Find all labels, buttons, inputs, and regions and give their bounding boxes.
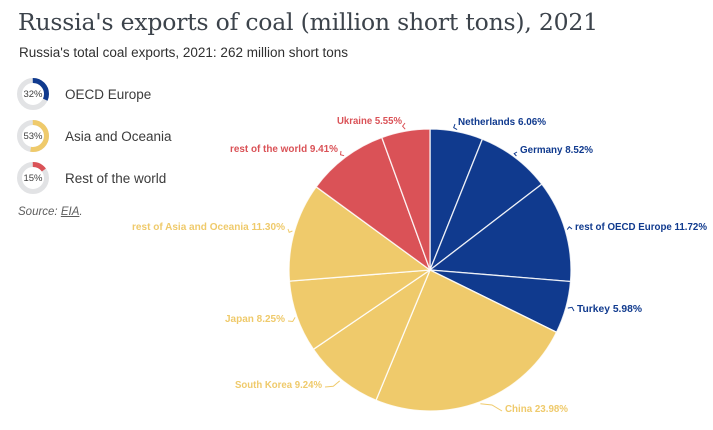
pie-label-leader-line (287, 317, 296, 323)
pie-slice-label-rest-of-oecd-europe: rest of OECD Europe 11.72% (575, 221, 708, 233)
legend-donut-percent: 53% (23, 131, 43, 142)
legend-item-rest-of-the-world: 15% Rest of the world (16, 161, 172, 195)
legend-label: Asia and Oceania (65, 128, 172, 144)
pie-slice-rest-of-asia-and-oceania[interactable] (288, 186, 431, 282)
pie-slice-ukraine[interactable] (381, 128, 431, 271)
pie-label-leader-line (566, 226, 573, 230)
source-line: Source: EIA. (18, 206, 83, 218)
source-prefix: Source: (18, 206, 61, 218)
pie-slice-south-korea[interactable] (312, 269, 431, 401)
pie-label-leader-line (513, 151, 518, 157)
pie-slice-label-germany: Germany 8.52% (520, 144, 594, 156)
legend-donut-icon: 53% (17, 120, 49, 152)
page-subtitle: Russia's total coal exports, 2021: 262 m… (19, 45, 348, 60)
legend-label: OECD Europe (65, 86, 152, 102)
pie-slice-rest-of-oecd-europe[interactable] (429, 183, 572, 283)
legend-donut-percent: 32% (23, 89, 43, 100)
source-suffix: . (79, 206, 83, 218)
pie-label-leader-line (339, 150, 345, 157)
pie-slice-label-turkey: Turkey 5.98% (577, 303, 643, 315)
pie-slice-china[interactable] (375, 269, 558, 412)
pie-slice-rest-of-the-world[interactable] (315, 136, 431, 271)
source-link[interactable]: EIA (60, 206, 80, 218)
pie-slice-label-south-korea: South Korea 9.24% (235, 379, 323, 391)
legend-item-asia-and-oceania: 53% Asia and Oceania (16, 119, 172, 153)
legend-donut-percent: 15% (23, 173, 43, 184)
legend-donut-icon: 15% (17, 162, 49, 194)
pie-slice-label-ukraine: Ukraine 5.55% (337, 115, 403, 127)
pie-label-leader-line (324, 380, 341, 388)
legend: 32% OECD Europe 53% Asia and Oceania 15% Rest… (16, 77, 172, 203)
pie-slice-label-rest-of-asia-and-oceania: rest of Asia and Oceania 11.30% (132, 221, 286, 233)
legend-donut-icon: 32% (17, 78, 49, 110)
pie-slice-label-japan: Japan 8.25% (225, 313, 286, 325)
legend-label: Rest of the world (65, 170, 167, 186)
pie-label-leader-line (287, 228, 293, 233)
pie-slice-label-rest-of-the-world: rest of the world 9.41% (230, 143, 339, 155)
pie-slice-label-china: China 23.98% (505, 403, 569, 415)
pie-label-leader-line (401, 122, 406, 130)
page-title: Russia's exports of coal (million short … (18, 8, 598, 36)
legend-item-oecd-europe: 32% OECD Europe (16, 77, 172, 111)
pie-label-leader-line (480, 403, 503, 412)
pie-label-leader-line (567, 306, 575, 312)
pie-label-leader-line (453, 123, 458, 131)
pie-slice-label-netherlands: Netherlands 6.06% (458, 116, 547, 128)
